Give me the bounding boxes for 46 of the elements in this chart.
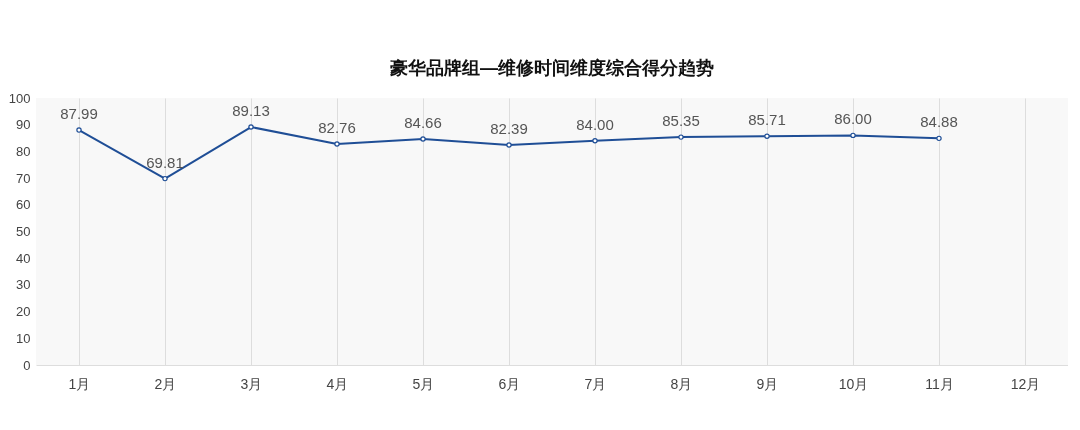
x-tick-label: 10月 — [838, 375, 869, 392]
data-label: 69.81 — [146, 153, 184, 171]
x-tick-label: 11月 — [925, 375, 954, 392]
data-label: 84.00 — [576, 115, 614, 133]
y-tick-label: 100 — [8, 90, 31, 106]
data-label: 89.13 — [232, 102, 270, 120]
y-tick-label: 30 — [16, 277, 31, 293]
y-tick-label: 60 — [16, 197, 31, 213]
x-tick-label: 1月 — [68, 375, 91, 392]
data-label: 84.88 — [920, 113, 958, 131]
y-tick-label: 20 — [16, 304, 31, 320]
x-tick-label: 7月 — [584, 375, 607, 392]
x-tick-label: 8月 — [670, 375, 693, 392]
y-tick-label: 10 — [16, 330, 31, 346]
data-label: 85.71 — [748, 111, 786, 129]
point — [334, 141, 340, 147]
x-tick-label: 9月 — [756, 375, 779, 392]
y-tick-label: 80 — [16, 143, 31, 159]
x-tick-label: 2月 — [154, 375, 177, 392]
y-tick-label: 90 — [16, 117, 31, 133]
x-tick-label: 5月 — [412, 375, 435, 392]
point — [936, 135, 942, 142]
chart-title: 豪华品牌组—维修时间维度综合得分趋势 — [389, 58, 714, 78]
point — [420, 136, 426, 142]
point — [162, 175, 168, 182]
x-tick-label: 4月 — [326, 375, 349, 392]
point — [592, 138, 598, 144]
x-tick-label: 6月 — [498, 375, 521, 392]
data-label: 85.35 — [662, 112, 700, 130]
y-tick-label: 0 — [23, 357, 31, 373]
data-label: 84.66 — [404, 113, 442, 131]
point — [764, 133, 770, 139]
y-tick-label: 50 — [16, 224, 31, 239]
data-label: 87.99 — [60, 105, 98, 123]
x-tick-label: 3月 — [240, 375, 263, 392]
y-tick-label: 70 — [16, 170, 31, 186]
point — [76, 127, 82, 133]
data-label: 82.76 — [318, 119, 356, 137]
point — [506, 142, 512, 148]
point — [678, 134, 684, 140]
data-label: 86.00 — [834, 110, 872, 128]
y-tick-label: 40 — [16, 250, 31, 266]
point — [850, 132, 856, 139]
x-tick-label: 12月 — [1010, 375, 1041, 392]
point — [248, 124, 254, 130]
data-label: 82.39 — [490, 120, 528, 138]
